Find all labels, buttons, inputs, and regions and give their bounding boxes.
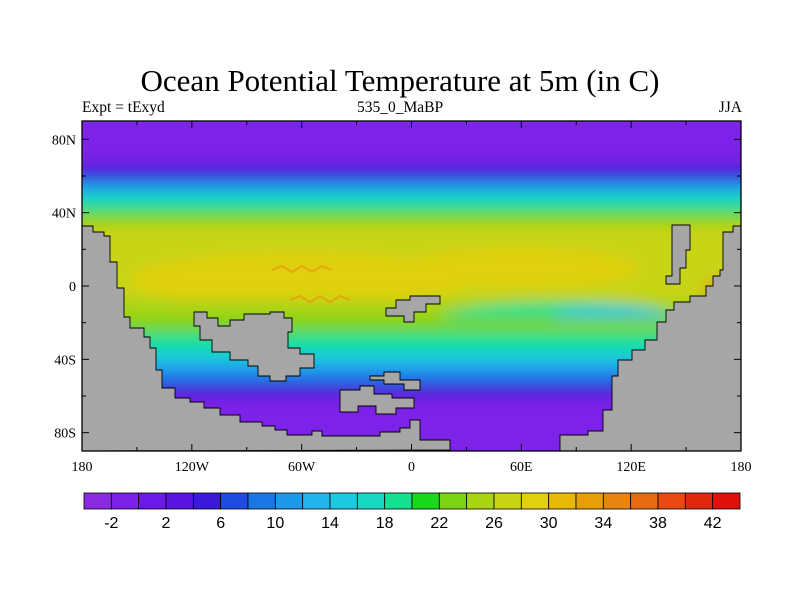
- lat-tick-label: 40S: [54, 353, 76, 368]
- southern-island-upper: [369, 371, 421, 391]
- colorbar-label: -2: [104, 515, 118, 532]
- lon-tick-label: 180: [731, 460, 752, 475]
- central-island: [385, 295, 441, 323]
- colorbar-swatch: [192, 492, 222, 510]
- map-title: Ocean Potential Temperature at 5m (in C): [140, 63, 660, 98]
- colorbar-label: 30: [540, 515, 558, 532]
- colorbar-label: 38: [649, 515, 667, 532]
- age-label: 535_0_MaBP: [356, 99, 444, 116]
- lon-tick-label: 60W: [288, 460, 316, 475]
- colorbar-label: 2: [162, 515, 171, 532]
- colorbar-label: 22: [430, 515, 448, 532]
- season-label: JJA: [718, 99, 742, 116]
- colorbar-label: 18: [376, 515, 394, 532]
- lon-tick-label: 60E: [510, 460, 533, 475]
- colorbar-swatch: [684, 492, 714, 510]
- lat-tick-label: 40N: [52, 207, 76, 222]
- colorbar-label: 6: [216, 515, 225, 532]
- colorbar-swatch: [384, 492, 413, 510]
- colorbar-label: 14: [321, 515, 339, 532]
- colorbar-swatch: [466, 492, 495, 510]
- colorbar-swatch: [548, 492, 577, 510]
- colorbar: -2 2 6 10 14 18 22 26 30 34 38 42: [83, 492, 741, 532]
- colorbar-swatch: [493, 492, 522, 510]
- lat-tick-label: 80S: [54, 427, 76, 442]
- colorbar-swatch: [520, 492, 550, 510]
- northeast-island: [665, 224, 691, 285]
- lon-tick-label: 120E: [616, 460, 646, 475]
- lon-tick-label: 120W: [175, 460, 210, 475]
- colorbar-swatch: [274, 492, 304, 510]
- colorbar-swatch: [83, 492, 112, 510]
- colorbar-swatch: [110, 492, 140, 510]
- eastern-continent: [559, 225, 741, 451]
- colorbar-swatch: [630, 492, 659, 510]
- colorbar-label: 34: [594, 515, 612, 532]
- colorbar-swatch: [411, 492, 440, 510]
- lat-tick-label: 0: [69, 280, 76, 295]
- colorbar-swatch: [220, 492, 249, 510]
- longitude-axis: 180 120W 60W 0 60E 120E 180: [72, 121, 752, 475]
- lon-tick-label: 180: [72, 460, 93, 475]
- colorbar-swatch: [247, 492, 276, 510]
- colorbar-label: 10: [266, 515, 284, 532]
- landmasses: [82, 224, 741, 451]
- western-continent: [82, 225, 451, 451]
- colorbar-swatch: [356, 492, 386, 510]
- colorbar-swatch: [602, 492, 632, 510]
- lon-tick-label: 0: [408, 460, 415, 475]
- colorbar-swatch: [657, 492, 686, 510]
- colorbar-swatch: [329, 492, 358, 510]
- latitude-axis: 80N 40N 0 40S 80S: [52, 133, 741, 442]
- lat-tick-label: 80N: [52, 133, 76, 148]
- colorbar-swatch: [575, 492, 604, 510]
- colorbar-swatch: [165, 492, 194, 510]
- colorbar-label: 26: [485, 515, 503, 532]
- southern-island-lower: [339, 385, 415, 415]
- southern-interior-continent: [193, 311, 315, 382]
- experiment-label: Expt = tExyd: [82, 99, 165, 116]
- temperature-field: [82, 121, 741, 451]
- colorbar-swatch: [138, 492, 167, 510]
- colorbar-swatch: [712, 492, 741, 510]
- colorbar-swatch: [302, 492, 331, 510]
- colorbar-swatch: [438, 492, 468, 510]
- colorbar-label: 42: [704, 515, 722, 532]
